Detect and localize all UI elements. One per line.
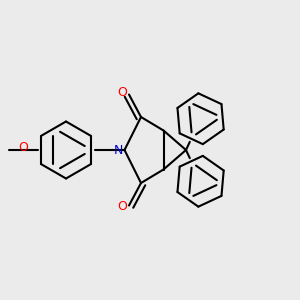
Text: O: O — [118, 86, 127, 100]
Text: N: N — [114, 143, 123, 157]
Text: O: O — [19, 141, 28, 154]
Text: O: O — [118, 200, 127, 214]
